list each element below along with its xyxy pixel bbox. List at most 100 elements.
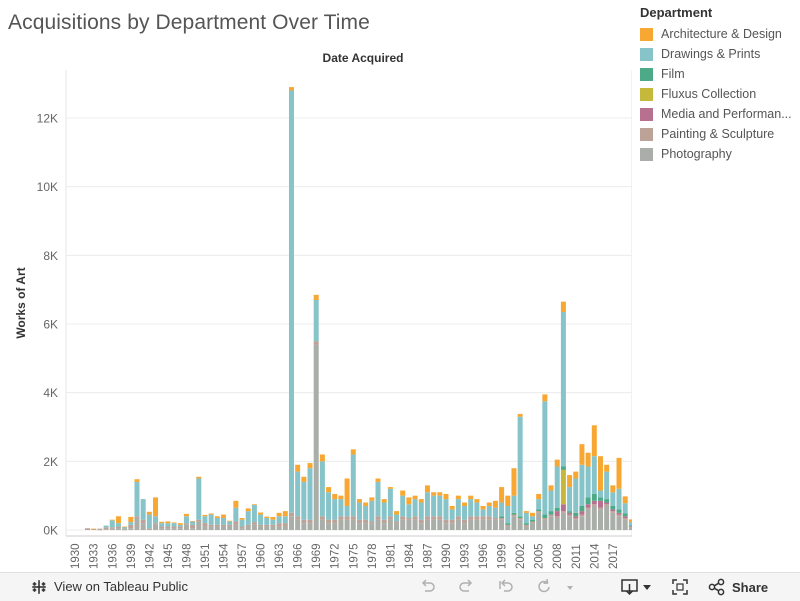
revert-icon[interactable] (496, 577, 516, 597)
bar-segment (424, 519, 430, 530)
bar-segment (604, 499, 610, 503)
bar-segment (530, 516, 535, 520)
x-tick-label: 1969 (311, 543, 323, 569)
legend: Department Architecture & Design Drawings… (640, 4, 800, 164)
bar-segment (245, 511, 251, 525)
share-button[interactable]: Share (708, 577, 768, 597)
bar-segment (610, 509, 616, 512)
bar-segment (128, 516, 134, 523)
bar-segment (177, 526, 183, 529)
legend-item[interactable]: Drawings & Prints (640, 44, 800, 64)
bar-segment (412, 495, 418, 500)
bar-segment (536, 499, 542, 510)
bar-segment (585, 507, 591, 510)
x-tick-label: 2005 (534, 543, 546, 569)
bar-segment (288, 90, 294, 513)
bar-segment (394, 511, 400, 515)
legend-item[interactable]: Painting & Sculpture (640, 124, 800, 144)
bar-segment (251, 522, 257, 525)
bar-segment (363, 505, 369, 520)
bar-segment (177, 524, 183, 527)
fullscreen-icon[interactable] (670, 577, 690, 597)
legend-swatch (640, 87, 653, 101)
undo-icon[interactable] (418, 577, 438, 597)
bar-segment (288, 512, 294, 517)
bar-segment (134, 479, 140, 482)
bar-segment (208, 513, 214, 515)
x-tick-label: 1957 (237, 543, 249, 569)
bar-segment (523, 524, 529, 527)
bar-segment (406, 517, 412, 520)
bar-segment (542, 514, 548, 518)
bar-segment (221, 524, 226, 527)
legend-item[interactable]: Photography (640, 144, 800, 164)
bar-segment (115, 516, 121, 524)
bar-segment (499, 519, 505, 530)
bar-segment (468, 499, 474, 517)
bar-segment (560, 512, 566, 530)
bar-segment (597, 507, 603, 510)
bar-segment (431, 519, 437, 530)
bar-segment (567, 487, 573, 512)
bar-segment (258, 524, 264, 527)
bar-segment (610, 485, 616, 493)
bar-segment (85, 528, 91, 530)
bar-segment (616, 457, 622, 489)
bar-segment (548, 490, 554, 512)
bar-segment (616, 512, 622, 515)
bar-segment (536, 511, 542, 513)
bar-segment (418, 519, 424, 524)
bar-segment (202, 526, 208, 530)
bar-segment (128, 524, 134, 529)
redo-icon[interactable] (456, 577, 476, 597)
bar-segment (406, 504, 412, 518)
bar-segment (363, 523, 369, 530)
bar-segment (517, 413, 523, 417)
bar-segment (276, 512, 282, 517)
view-on-tableau-public-link[interactable]: View on Tableau Public (32, 579, 188, 594)
bar-segment (486, 505, 492, 517)
bar-segment (177, 528, 183, 530)
bar-segment (103, 525, 109, 528)
bar-segment (449, 505, 455, 510)
bar-segment (585, 452, 591, 467)
bar-segment (400, 495, 406, 517)
bar-segment (221, 514, 226, 518)
bar-segment (579, 444, 585, 465)
legend-item[interactable]: Media and Performan... (640, 104, 800, 124)
bar-segment (171, 523, 177, 527)
bar-segment (455, 516, 461, 520)
bar-segment (307, 463, 313, 469)
bar-segment (437, 519, 443, 530)
refresh-icon[interactable] (534, 577, 554, 597)
legend-item[interactable]: Film (640, 64, 800, 84)
bar-segment (511, 495, 517, 513)
bar-segment (134, 481, 140, 517)
bar-segment (295, 464, 301, 472)
bar-segment (486, 502, 492, 506)
bar-segment (344, 505, 350, 517)
bar-segment (109, 527, 115, 529)
bar-segment (387, 516, 393, 520)
bar-segment (591, 500, 597, 505)
bar-segment (307, 468, 313, 520)
legend-item[interactable]: Fluxus Collection (640, 84, 800, 104)
bar-segment (270, 519, 276, 525)
bar-segment (554, 516, 560, 518)
bar-segment (122, 526, 128, 529)
x-tick-label: 1939 (126, 543, 138, 569)
bar-segment (214, 517, 220, 525)
legend-item[interactable]: Architecture & Design (640, 24, 800, 44)
bar-segment (437, 495, 443, 517)
refresh-dropdown-icon[interactable] (564, 577, 576, 597)
bar-segment (622, 496, 628, 504)
bar-segment (628, 526, 632, 527)
bar-segment (585, 504, 591, 508)
bar-segment (295, 519, 301, 530)
bar-segment (628, 522, 632, 526)
bar-segment (412, 499, 418, 517)
bar-segment (190, 521, 196, 522)
x-tick-label: 2008 (552, 543, 564, 569)
download-icon[interactable] (620, 577, 654, 597)
bar-segment (523, 511, 529, 513)
